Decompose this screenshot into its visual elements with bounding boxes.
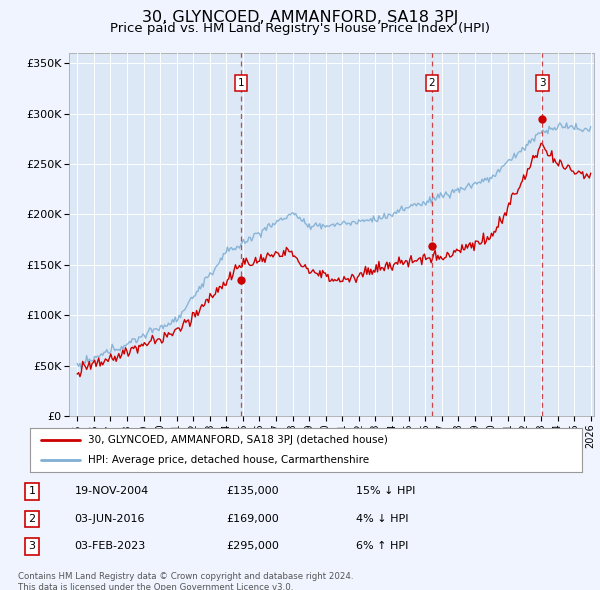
Text: £135,000: £135,000: [227, 486, 280, 496]
Text: 1: 1: [29, 486, 35, 496]
Text: 4% ↓ HPI: 4% ↓ HPI: [356, 514, 409, 524]
Bar: [563, 53, 600, 416]
Text: 15% ↓ HPI: 15% ↓ HPI: [356, 486, 416, 496]
Text: 03-JUN-2016: 03-JUN-2016: [74, 514, 145, 524]
Text: Contains HM Land Registry data © Crown copyright and database right 2024.
This d: Contains HM Land Registry data © Crown c…: [18, 572, 353, 590]
Text: £295,000: £295,000: [227, 541, 280, 551]
Text: 1: 1: [238, 78, 245, 88]
Text: Price paid vs. HM Land Registry's House Price Index (HPI): Price paid vs. HM Land Registry's House …: [110, 22, 490, 35]
Text: 6% ↑ HPI: 6% ↑ HPI: [356, 541, 409, 551]
Text: 30, GLYNCOED, AMMANFORD, SA18 3PJ: 30, GLYNCOED, AMMANFORD, SA18 3PJ: [142, 10, 458, 25]
Text: 03-FEB-2023: 03-FEB-2023: [74, 541, 146, 551]
Text: 19-NOV-2004: 19-NOV-2004: [74, 486, 149, 496]
Text: 30, GLYNCOED, AMMANFORD, SA18 3PJ (detached house): 30, GLYNCOED, AMMANFORD, SA18 3PJ (detac…: [88, 435, 388, 445]
Text: 2: 2: [29, 514, 35, 524]
Text: HPI: Average price, detached house, Carmarthenshire: HPI: Average price, detached house, Carm…: [88, 455, 369, 465]
Text: £169,000: £169,000: [227, 514, 280, 524]
Text: 3: 3: [539, 78, 546, 88]
Text: 2: 2: [429, 78, 436, 88]
Text: 3: 3: [29, 541, 35, 551]
